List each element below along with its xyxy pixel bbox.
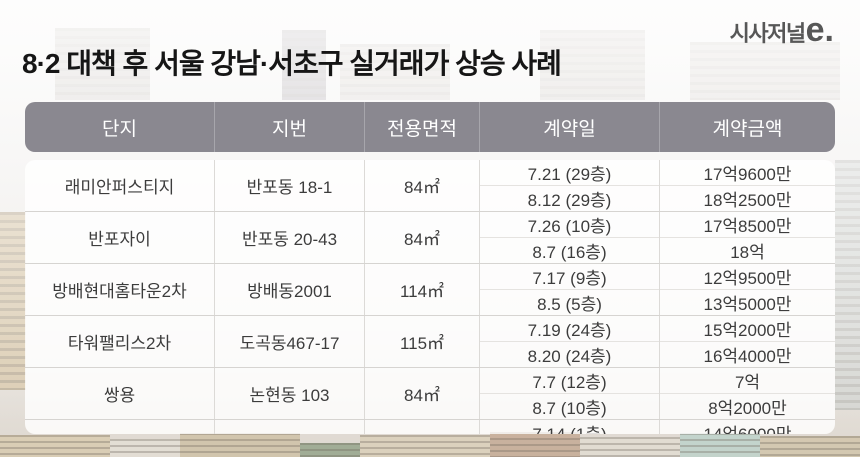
dates-cell: 7.19 (24층) 8.20 (24층): [480, 316, 660, 367]
deal-date: 8.20 (24층): [527, 347, 612, 366]
table-row: 쌍용 논현동 103 84㎡ 7.7 (12층) 8.7 (10층) 7억 8억…: [25, 368, 835, 420]
deal-price: 17억9600만: [660, 160, 835, 186]
column-header-price: 계약금액: [712, 118, 783, 140]
complex-cell: 개포1차 현대아파트: [25, 420, 215, 434]
deal-price: 7억: [660, 368, 835, 394]
deal-date: 7.26 (10층): [480, 212, 659, 238]
brand-logo-e-icon: e.: [805, 11, 834, 49]
complex-cell: 타워팰리스2차: [25, 316, 215, 367]
table-row: 타워팰리스2차 도곡동467-17 115㎡ 7.19 (24층) 8.20 (…: [25, 316, 835, 368]
deal-price: 13억5000만: [703, 295, 792, 314]
brand-logo: 시사저널 e.: [729, 11, 834, 49]
deal-date: 8.7 (10층): [532, 399, 607, 418]
complex-cell: 방배현대홈타운2차: [25, 264, 215, 315]
table-row: 래미안퍼스티지 반포동 18-1 84㎡ 7.21 (29층) 8.12 (29…: [25, 160, 835, 212]
dates-cell: 7.17 (9층) 8.5 (5층): [480, 264, 660, 315]
lot-cell: 반포동 18-1: [215, 160, 365, 211]
lot-cell: 도곡동467-17: [215, 316, 365, 367]
deal-date: 8.12 (29층): [527, 191, 612, 210]
column-header-date: 계약일: [480, 102, 660, 152]
table-row: 반포자이 반포동 20-43 84㎡ 7.26 (10층) 8.7 (16층) …: [25, 212, 835, 264]
deal-price: 18억: [730, 243, 765, 262]
lot-cell: 반포동 20-43: [215, 212, 365, 263]
deal-price: 18억2500만: [703, 191, 792, 210]
lot-cell: 논현동 103: [215, 368, 365, 419]
deal-date: 7.21 (29층): [480, 160, 659, 186]
table-row: 개포1차 현대아파트 개포동 653 128㎡ 7.14 (1층) 8.11 (…: [25, 420, 835, 434]
area-cell: 84㎡: [365, 212, 480, 263]
column-header-complex: 단지: [25, 102, 215, 152]
prices-cell: 12억9500만 13억5000만: [660, 264, 835, 315]
table-header: 단지 지번 전용면적 계약일 계약금액: [25, 102, 835, 152]
prices-cell: 14억6000만 16억6000만: [660, 420, 835, 434]
deal-price: 8억2000만: [708, 399, 787, 418]
column-header-area: 전용면적: [365, 102, 480, 152]
prices-cell: 7억 8억2000만: [660, 368, 835, 419]
deal-date: 8.7 (16층): [532, 243, 607, 262]
deal-price: 17억8500만: [660, 212, 835, 238]
table-row: 방배현대홈타운2차 방배동2001 114㎡ 7.17 (9층) 8.5 (5층…: [25, 264, 835, 316]
deal-price: 12억9500만: [660, 264, 835, 290]
table-body: 래미안퍼스티지 반포동 18-1 84㎡ 7.21 (29층) 8.12 (29…: [25, 160, 835, 434]
complex-cell: 쌍용: [25, 368, 215, 419]
dates-cell: 7.26 (10층) 8.7 (16층): [480, 212, 660, 263]
page-title: 8·2 대책 후 서울 강남·서초구 실거래가 상승 사례: [22, 48, 562, 79]
area-cell: 114㎡: [365, 264, 480, 315]
deal-price: 16억4000만: [703, 347, 792, 366]
deal-date: 7.7 (12층): [480, 368, 659, 394]
deal-date: 7.17 (9층): [480, 264, 659, 290]
complex-cell: 반포자이: [25, 212, 215, 263]
area-cell: 84㎡: [365, 368, 480, 419]
deal-date: 7.19 (24층): [480, 316, 659, 342]
deals-table: 단지 지번 전용면적 계약일 계약금액 래미안퍼스티지 반포동 18-1 84㎡…: [25, 102, 835, 434]
lot-cell: 방배동2001: [215, 264, 365, 315]
lot-cell: 개포동 653: [215, 420, 365, 434]
deal-price: 15억2000만: [660, 316, 835, 342]
area-cell: 84㎡: [365, 160, 480, 211]
prices-cell: 15억2000만 16억4000만: [660, 316, 835, 367]
prices-cell: 17억9600만 18억2500만: [660, 160, 835, 211]
brand-logo-text: 시사저널: [729, 21, 806, 46]
prices-cell: 17억8500만 18억: [660, 212, 835, 263]
background-skyline: [0, 431, 860, 457]
dates-cell: 7.7 (12층) 8.7 (10층): [480, 368, 660, 419]
dates-cell: 7.21 (29층) 8.12 (29층): [480, 160, 660, 211]
deal-price: 14억6000만: [660, 420, 835, 434]
dates-cell: 7.14 (1층) 8.11 (11층): [480, 420, 660, 434]
area-cell: 128㎡: [365, 420, 480, 434]
complex-cell: 래미안퍼스티지: [25, 160, 215, 211]
deal-date: 8.5 (5층): [537, 295, 602, 314]
column-header-lot: 지번: [215, 102, 365, 152]
area-cell: 115㎡: [365, 316, 480, 367]
deal-date: 7.14 (1층): [480, 420, 659, 434]
